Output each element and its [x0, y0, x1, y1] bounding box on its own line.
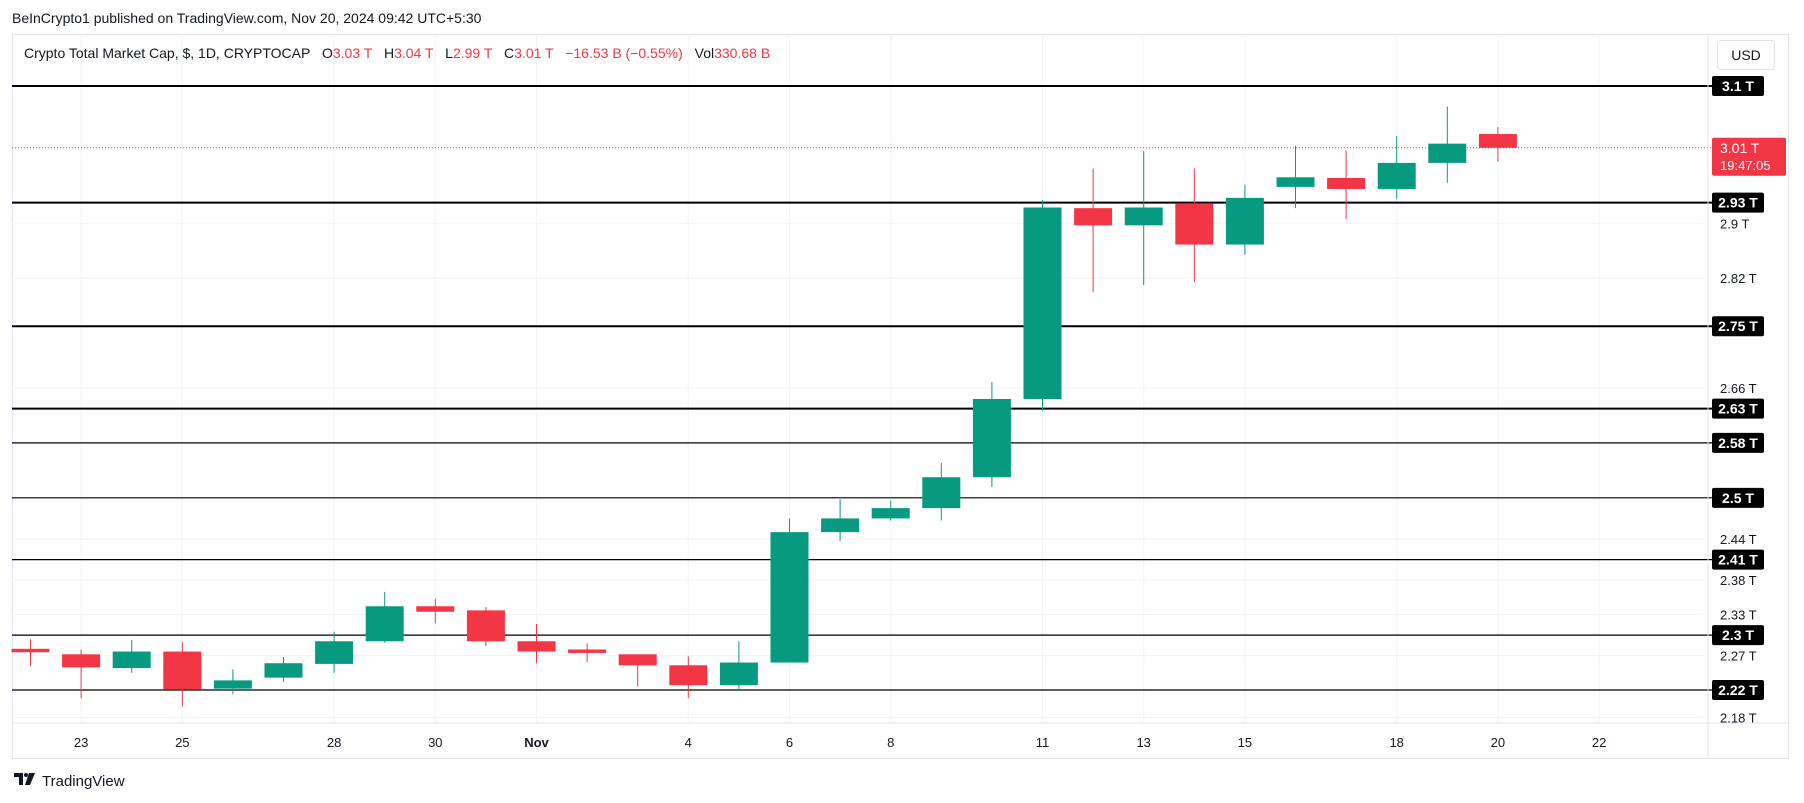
- last-price-countdown: 19:47:05: [1720, 158, 1771, 173]
- candle-body-up: [1276, 177, 1315, 187]
- x-tick-label: 18: [1389, 735, 1403, 750]
- candle-body-up: [365, 606, 404, 642]
- y-tick-label: 2.33 T: [1720, 608, 1757, 623]
- y-tick-label: 2.9 T: [1720, 216, 1749, 231]
- x-tick-label: 8: [887, 735, 894, 750]
- candle-body-down: [1074, 208, 1113, 226]
- candle-body-up: [922, 477, 961, 509]
- candle-body-down: [568, 649, 607, 653]
- published-by-line: BeInCrypto1 published on TradingView.com…: [12, 10, 482, 26]
- y-tick-label: 2.18 T: [1720, 710, 1757, 725]
- level-label-box: [1712, 549, 1764, 570]
- candle-body-up: [871, 508, 910, 519]
- level-label-box: [1712, 76, 1764, 96]
- close-label: C: [504, 45, 515, 61]
- level-label: 2.22 T: [1718, 682, 1758, 698]
- last-price-label-box: [1712, 137, 1786, 176]
- candle-body-up: [719, 662, 758, 686]
- x-tick-label: 20: [1491, 735, 1505, 750]
- level-label-box: [1712, 625, 1764, 646]
- y-tick-label: 2.82 T: [1720, 271, 1757, 286]
- y-tick-label: 2.27 T: [1720, 649, 1757, 664]
- x-tick-label: 28: [327, 735, 341, 750]
- level-label: 2.63 T: [1718, 401, 1758, 417]
- candle-body-up: [821, 518, 860, 533]
- tradingview-logo-icon: [14, 772, 36, 791]
- level-label: 2.5 T: [1722, 490, 1754, 506]
- volume-value: 330.68 B: [714, 45, 771, 61]
- y-tick-label: 2.38 T: [1720, 573, 1757, 588]
- candle-body-down: [1478, 134, 1517, 148]
- candle-body-up: [1377, 162, 1416, 189]
- candle-body-up: [315, 641, 354, 664]
- volume-label: Vol: [694, 45, 715, 61]
- x-tick-label: 15: [1238, 735, 1252, 750]
- candle-body-up: [1124, 207, 1163, 226]
- low-value: 2.99 T: [452, 45, 493, 61]
- x-tick-label: 6: [786, 735, 793, 750]
- high-value: 3.04 T: [394, 45, 434, 61]
- grid-layer: [12, 36, 1703, 722]
- candle-body-up: [264, 663, 303, 678]
- symbol-legend: Crypto Total Market Cap, $, 1D, CRYPTOCA…: [24, 45, 770, 61]
- chart-frame: [12, 34, 1789, 759]
- x-tick-label: 4: [685, 735, 692, 750]
- x-tick-label: 25: [175, 735, 189, 750]
- candle-body-down: [11, 648, 50, 653]
- x-tick-label: 11: [1036, 735, 1050, 750]
- candle-body-up: [112, 651, 151, 669]
- level-label-box: [1712, 487, 1764, 508]
- x-tick-label: 30: [428, 735, 442, 750]
- x-tick-label: 23: [74, 735, 88, 750]
- candle-body-down: [416, 606, 455, 612]
- currency-button[interactable]: USD: [1717, 40, 1775, 70]
- level-label: 2.3 T: [1722, 627, 1754, 643]
- candle-body-down: [466, 610, 505, 642]
- level-label: 2.41 T: [1718, 552, 1758, 568]
- level-label-box: [1712, 192, 1764, 213]
- candle-body-down: [62, 654, 101, 668]
- high-label: H: [383, 45, 395, 61]
- x-tick-label: Nov: [524, 735, 549, 750]
- y-tick-label: 2.66 T: [1720, 381, 1757, 396]
- candle-body-up: [972, 398, 1011, 478]
- candle-body-up: [770, 532, 809, 663]
- change-value: −16.53 B (−0.55%): [565, 45, 683, 61]
- candle-body-up: [1023, 207, 1062, 399]
- y-tick-label: 2.44 T: [1720, 532, 1757, 547]
- footer-brand[interactable]: TradingView: [14, 772, 125, 791]
- level-label-box: [1712, 680, 1764, 700]
- open-label: O: [321, 45, 333, 61]
- level-label: 2.93 T: [1718, 195, 1758, 211]
- level-label-box: [1712, 398, 1764, 419]
- level-label: 2.58 T: [1718, 435, 1758, 451]
- level-label-box: [1712, 316, 1764, 337]
- axis-layer: 2.9 T 2.82 T 2.66 T 2.44 T 2.38 T 2.33 T 2.27 …: [12, 36, 1789, 759]
- level-label: 2.75 T: [1718, 318, 1758, 334]
- symbol-title: Crypto Total Market Cap, $, 1D, CRYPTOCA…: [24, 45, 311, 61]
- candles-layer: [11, 106, 1517, 707]
- close-value: 3.01 T: [514, 45, 554, 61]
- tradingview-brand-text: TradingView: [42, 773, 125, 790]
- x-tick-label: 22: [1592, 735, 1606, 750]
- candle-body-down: [163, 651, 202, 690]
- candle-body-up: [1428, 143, 1467, 163]
- open-value: 3.03 T: [332, 45, 373, 61]
- candle-body-up: [213, 680, 252, 689]
- level-label-box: [1712, 432, 1764, 453]
- level-label: 3.1 T: [1722, 78, 1754, 94]
- candle-body-up: [1225, 197, 1264, 245]
- low-label: L: [445, 45, 453, 61]
- candle-body-down: [669, 665, 708, 686]
- candle-body-down: [1327, 177, 1366, 189]
- last-price-label: 3.01 T: [1720, 140, 1760, 156]
- candle-body-down: [1175, 203, 1214, 245]
- candle-body-down: [517, 641, 556, 652]
- candle-body-down: [618, 654, 657, 666]
- x-tick-label: 13: [1136, 735, 1150, 750]
